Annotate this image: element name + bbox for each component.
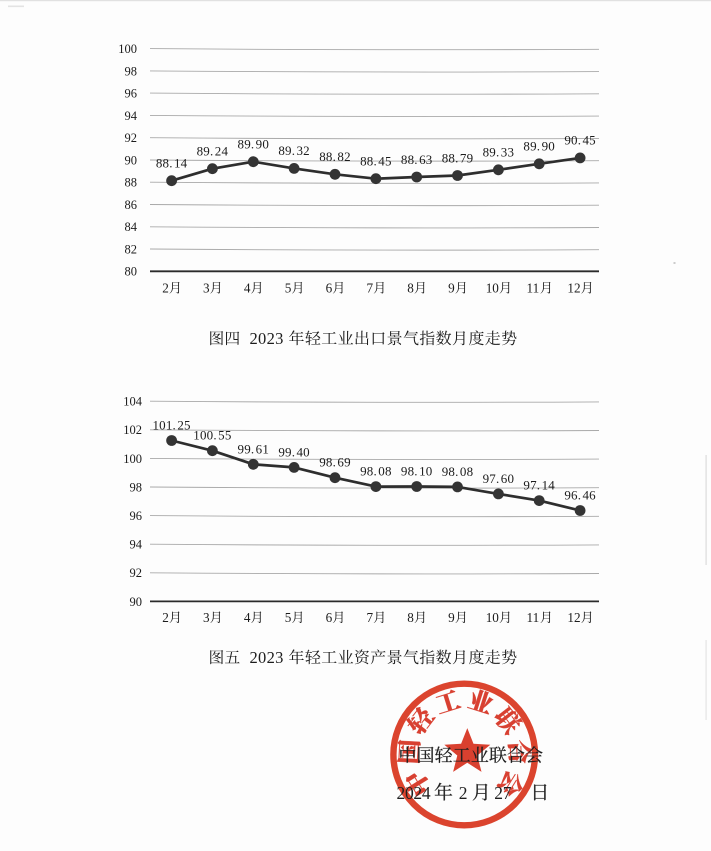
svg-text:88.82: 88.82 (319, 149, 351, 164)
svg-text:6: 6 (326, 281, 333, 296)
svg-text:90.45: 90.45 (564, 133, 596, 148)
svg-text:89.90: 89.90 (523, 139, 555, 154)
svg-text:9: 9 (448, 610, 455, 625)
svg-text:99.61: 99.61 (238, 441, 270, 456)
svg-text:98.10: 98.10 (401, 464, 433, 479)
svg-text:12: 12 (567, 281, 580, 296)
svg-text:82: 82 (125, 242, 138, 256)
svg-text:96: 96 (125, 87, 138, 101)
svg-text:11: 11 (527, 610, 540, 625)
svg-text:8: 8 (407, 281, 414, 296)
svg-text:100: 100 (118, 42, 137, 56)
svg-text:99.40: 99.40 (278, 444, 310, 459)
svg-text:94: 94 (125, 109, 138, 123)
svg-text:98.08: 98.08 (360, 464, 392, 479)
svg-text:100: 100 (123, 452, 142, 466)
svg-text:2: 2 (162, 610, 169, 625)
svg-text:97.14: 97.14 (523, 478, 555, 493)
svg-text:2023: 2023 (250, 329, 284, 348)
svg-text:5: 5 (285, 610, 292, 625)
svg-text:90: 90 (125, 153, 138, 167)
svg-text:86: 86 (125, 198, 138, 212)
svg-text:100.55: 100.55 (193, 428, 231, 443)
svg-text:92: 92 (130, 566, 143, 580)
svg-text:88.63: 88.63 (401, 152, 433, 167)
svg-text:98: 98 (130, 480, 143, 494)
svg-text:2: 2 (459, 783, 468, 803)
svg-text:98.08: 98.08 (442, 464, 474, 479)
svg-text:97.60: 97.60 (483, 471, 515, 486)
svg-text:8: 8 (407, 610, 414, 625)
svg-text:2: 2 (162, 281, 169, 296)
svg-text:88.14: 88.14 (156, 156, 188, 171)
svg-text:96.46: 96.46 (564, 488, 596, 503)
svg-text:6: 6 (326, 610, 333, 625)
svg-text:7: 7 (367, 281, 374, 296)
svg-text:9: 9 (448, 281, 455, 296)
svg-text:101.25: 101.25 (152, 418, 190, 433)
svg-text:12: 12 (567, 610, 580, 625)
svg-text:2023: 2023 (250, 648, 284, 667)
svg-text:10: 10 (486, 281, 500, 296)
svg-text:89.33: 89.33 (483, 145, 515, 160)
svg-text:3: 3 (203, 281, 210, 296)
svg-text:98: 98 (125, 64, 138, 78)
svg-text:10: 10 (486, 610, 500, 625)
svg-text:104: 104 (123, 395, 143, 409)
svg-text:11: 11 (527, 281, 540, 296)
svg-text:94: 94 (130, 538, 143, 552)
svg-text:89.24: 89.24 (197, 144, 229, 159)
svg-text:4: 4 (244, 610, 251, 625)
svg-text:102: 102 (123, 423, 142, 437)
svg-text:89.32: 89.32 (278, 143, 310, 158)
svg-text:7: 7 (367, 610, 374, 625)
svg-text:4: 4 (244, 281, 251, 296)
svg-text:90: 90 (130, 595, 143, 609)
svg-text:2024: 2024 (397, 783, 431, 803)
svg-text:80: 80 (125, 265, 138, 279)
svg-text:3: 3 (203, 610, 210, 625)
svg-text:89.90: 89.90 (238, 137, 270, 152)
svg-text:5: 5 (285, 281, 292, 296)
svg-text:88.45: 88.45 (360, 154, 392, 169)
svg-text:92: 92 (125, 131, 138, 145)
svg-text:96: 96 (130, 509, 143, 523)
svg-text:84: 84 (125, 220, 138, 234)
svg-text:88.79: 88.79 (442, 150, 474, 165)
svg-text:88: 88 (125, 176, 138, 190)
svg-text:98.69: 98.69 (319, 455, 351, 470)
svg-text:27: 27 (494, 783, 511, 803)
